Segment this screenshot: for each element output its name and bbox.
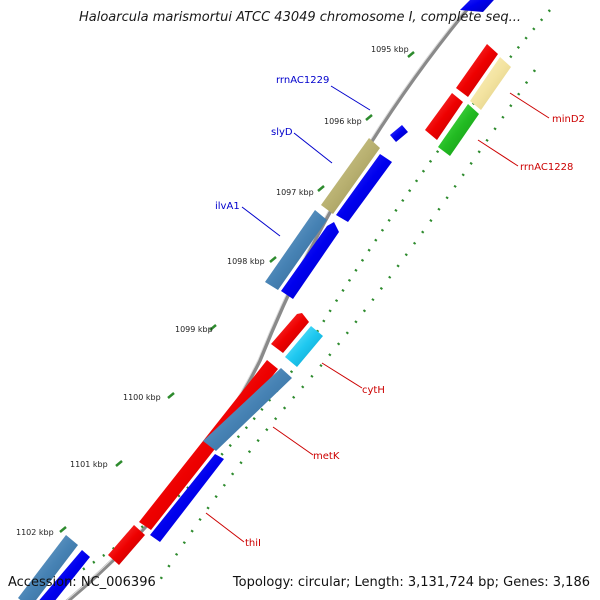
gene-block-ilvA1[interactable] [265, 210, 327, 290]
gene-labels: rrnAC1229 slyD ilvA1 minD2 rrnAC1228 cyt… [215, 75, 585, 549]
kbp-label-1102: 1102 kbp [16, 528, 54, 537]
kbp-label-1101: 1101 kbp [70, 460, 108, 469]
gene-arrow-minD2-red[interactable] [456, 44, 498, 97]
gene-label-ilvA1[interactable]: ilvA1 [215, 201, 240, 212]
backbone-arc [65, 0, 478, 600]
gene-label-slyD[interactable]: slyD [271, 127, 293, 138]
gene-label-metK[interactable]: metK [313, 451, 340, 462]
accession-text: Accession: NC_006396 [8, 575, 156, 590]
kbp-label-1096: 1096 kbp [324, 117, 362, 126]
gene-block-rrnAC1228[interactable] [438, 104, 479, 156]
map-title: Haloarcula marismortui ATCC 43049 chromo… [79, 10, 521, 25]
kbp-label-1098: 1098 kbp [227, 257, 265, 266]
kbp-label-1100: 1100 kbp [123, 393, 161, 402]
gene-arrow-slyD-blue[interactable] [336, 154, 392, 222]
gene-arrow-top-blue[interactable] [460, 0, 503, 12]
gene-block-cytH[interactable] [285, 326, 323, 367]
kbp-labels: 1095 kbp 1096 kbp 1097 kbp 1098 kbp 1099… [16, 45, 409, 537]
leader-lines [205, 85, 550, 543]
kbp-label-1095: 1095 kbp [371, 45, 409, 54]
inner-tick-row [158, 69, 537, 581]
topology-summary: Topology: circular; Length: 3,131,724 bp… [232, 575, 590, 590]
gene-arrow-rrnAC1228-red[interactable] [425, 93, 463, 140]
gene-arrow-red-lower[interactable] [108, 525, 145, 565]
gene-block-slyD[interactable] [321, 138, 380, 214]
gene-arrow-red-upper[interactable] [271, 313, 309, 353]
backbone-highlight [65, 0, 474, 600]
gene-block-bottom-steel[interactable] [18, 535, 78, 600]
gene-label-rrnAC1229[interactable]: rrnAC1229 [276, 75, 329, 86]
gene-label-cytH[interactable]: cytH [362, 385, 385, 396]
gene-block-minD2[interactable] [470, 57, 511, 110]
gene-block-metK[interactable] [203, 368, 292, 451]
gene-arrow-bottom-blue[interactable] [36, 550, 90, 600]
gene-arrow-rrnAC1229[interactable] [390, 125, 408, 142]
gene-label-rrnAC1228[interactable]: rrnAC1228 [520, 162, 573, 173]
kbp-major-ticks [59, 51, 415, 533]
gene-label-thiI[interactable]: thiI [245, 538, 261, 549]
kbp-label-1099: 1099 kbp [175, 325, 213, 334]
gene-label-minD2[interactable]: minD2 [552, 114, 585, 125]
gene-arrow-ilvA1-blue[interactable] [281, 222, 339, 299]
kbp-label-1097: 1097 kbp [276, 188, 314, 197]
gene-arrow-thiI-blue[interactable] [150, 454, 224, 542]
